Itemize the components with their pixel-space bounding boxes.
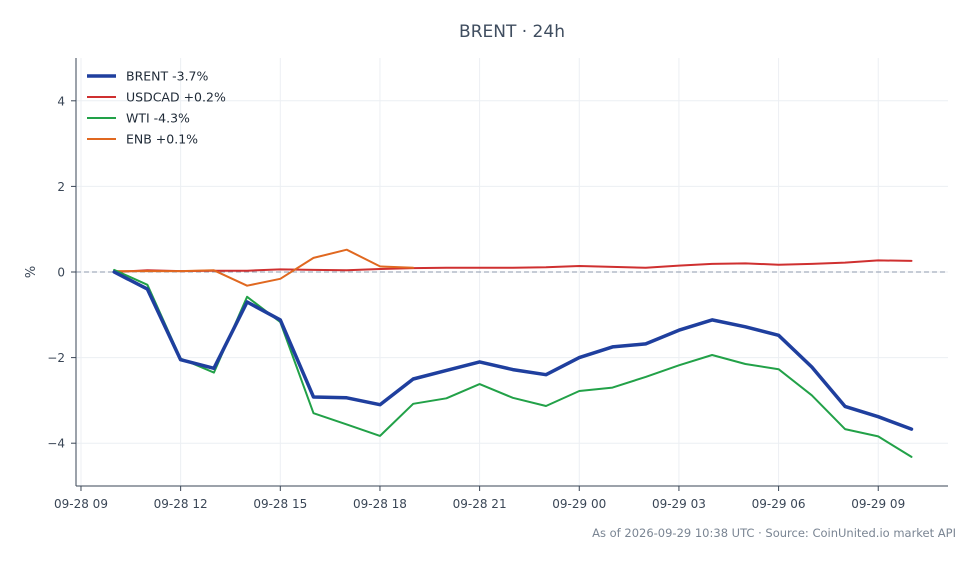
x-tick-label: 09-28 12 [154,497,208,511]
legend-label: USDCAD +0.2% [126,90,226,105]
y-axis-ticks: −4 −2 0 2 4 [47,94,76,451]
footer-source: As of 2026-09-29 10:38 UTC · Source: Coi… [592,526,956,540]
y-axis-label: % [24,266,39,278]
series-line-wti [113,268,913,458]
series-lines [112,248,914,458]
x-tick-label: 09-28 18 [353,497,407,511]
y-tick-label: 0 [57,266,65,280]
x-tick-label: 09-29 09 [851,497,905,511]
chart-title: BRENT · 24h [459,22,565,42]
x-tick-label: 09-28 09 [54,497,108,511]
y-tick-label: −4 [47,437,65,451]
legend: BRENT -3.7% USDCAD +0.2% WTI -4.3% ENB +0.1… [87,69,226,147]
x-tick-label: 09-29 00 [552,497,606,511]
x-axis-ticks: 09-28 09 09-28 12 09-28 15 09-28 18 09-28 21… [54,486,905,511]
x-tick-label: 09-29 06 [752,497,806,511]
y-tick-label: 4 [57,94,65,108]
y-tick-label: −2 [47,351,65,365]
legend-label: ENB +0.1% [126,132,198,147]
series-line-enb [113,248,415,287]
x-tick-label: 09-28 15 [253,497,307,511]
series-line-brent [112,270,914,431]
legend-label: WTI -4.3% [126,111,190,126]
series-line-usdcad [113,259,913,273]
y-tick-label: 2 [57,180,65,194]
legend-label: BRENT -3.7% [126,69,209,84]
x-tick-label: 09-28 21 [453,497,507,511]
x-tick-label: 09-29 03 [652,497,706,511]
